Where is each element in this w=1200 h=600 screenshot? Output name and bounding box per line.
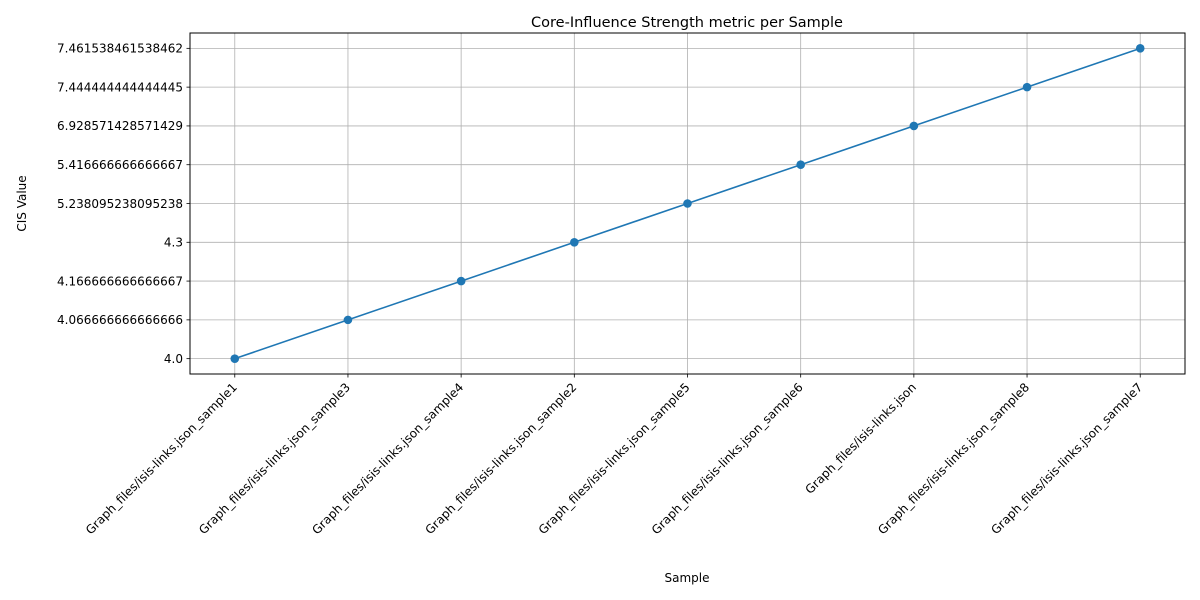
y-tick-label: 7.444444444444445 xyxy=(57,80,183,94)
y-axis-title: CIS Value xyxy=(15,175,29,231)
y-tick-label: 5.238095238095238 xyxy=(57,197,183,211)
data-point xyxy=(909,121,919,131)
data-point xyxy=(1135,44,1145,53)
data-point xyxy=(343,315,353,325)
y-tick-label: 5.416666666666667 xyxy=(57,158,183,172)
y-tick-label: 4.066666666666666 xyxy=(57,313,183,327)
y-axis: 4.0 4.066666666666666 4.166666666666667 4.3… xyxy=(57,42,190,366)
y-tick-label: 4.0 xyxy=(164,352,183,366)
series-layer xyxy=(230,44,1145,363)
data-point xyxy=(1022,82,1032,92)
y-tick-label: 6.928571428571429 xyxy=(57,119,183,133)
data-point xyxy=(230,354,240,363)
data-point xyxy=(683,199,692,208)
data-point xyxy=(796,160,805,170)
data-point xyxy=(570,237,579,247)
chart-title: Core-Influence Strength metric per Sampl… xyxy=(531,15,843,31)
y-tick-label: 4.3 xyxy=(164,236,183,250)
data-point xyxy=(456,276,466,286)
x-axis-title: Sample xyxy=(665,571,710,585)
y-tick-label: 4.166666666666667 xyxy=(57,274,183,288)
y-tick-label: 7.461538461538462 xyxy=(57,42,183,56)
